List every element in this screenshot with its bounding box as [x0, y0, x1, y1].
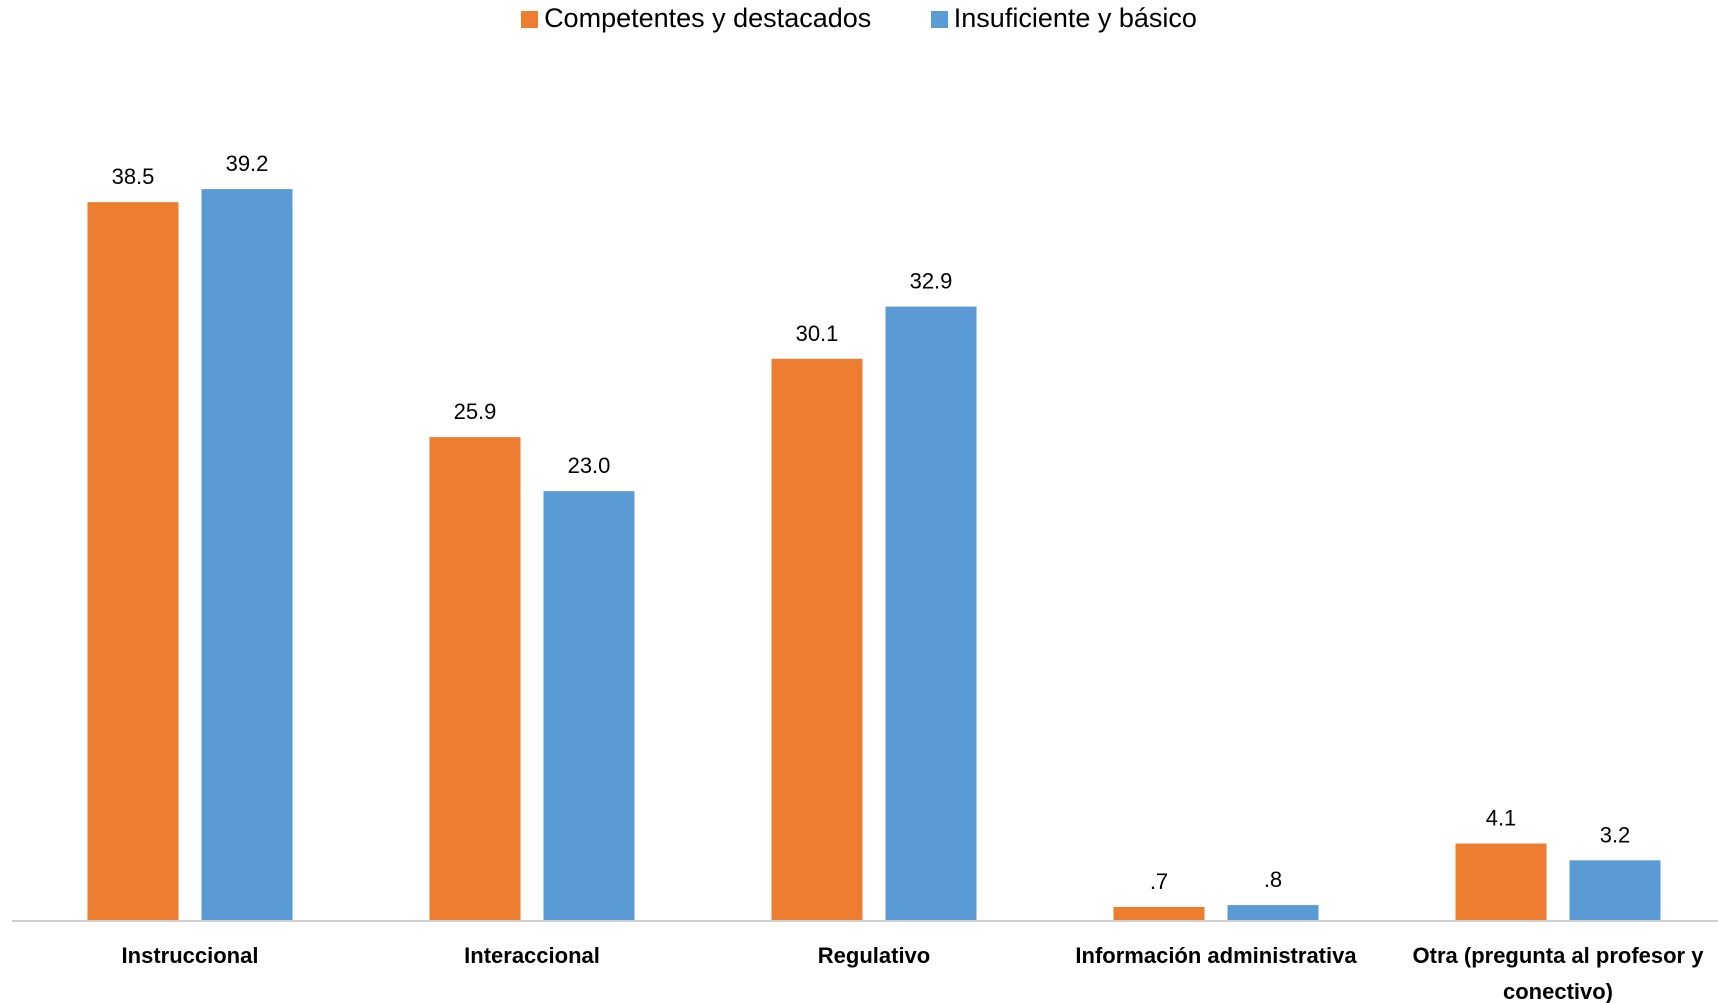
category-label-0: Instruccional: [122, 943, 259, 968]
bar-insuficiente-3[interactable]: [1227, 905, 1319, 920]
legend-item-competentes[interactable]: Competentes y destacados: [521, 3, 871, 34]
bar-insuficiente-2[interactable]: [885, 306, 977, 921]
data-label-insuficiente-3: .8: [1264, 867, 1282, 892]
legend-label-insuficiente: Insuficiente y básico: [953, 3, 1197, 34]
data-label-insuficiente-4: 3.2: [1600, 822, 1631, 847]
bar-insuficiente-0[interactable]: [201, 189, 293, 921]
bar-competentes-1[interactable]: [429, 437, 521, 920]
legend-swatch-insuficiente: [930, 11, 948, 29]
data-label-competentes-2: 30.1: [796, 321, 839, 346]
data-label-insuficiente-2: 32.9: [910, 269, 953, 294]
bar-competentes-2[interactable]: [771, 358, 863, 920]
data-label-competentes-4: 4.1: [1486, 806, 1517, 831]
bar-competentes-0[interactable]: [87, 202, 179, 921]
legend-item-insuficiente[interactable]: Insuficiente y básico: [930, 3, 1197, 34]
bar-competentes-4[interactable]: [1455, 843, 1547, 920]
legend-swatch-competentes: [521, 11, 539, 29]
category-label-2: Regulativo: [818, 943, 930, 968]
data-label-insuficiente-1: 23.0: [568, 453, 611, 478]
data-label-competentes-1: 25.9: [454, 399, 497, 424]
data-label-competentes-0: 38.5: [112, 164, 155, 189]
category-label-1: Interaccional: [464, 943, 600, 968]
data-label-competentes-3: .7: [1150, 869, 1168, 894]
bar-insuficiente-4[interactable]: [1569, 860, 1661, 920]
data-label-insuficiente-0: 39.2: [226, 151, 269, 176]
bar-competentes-3[interactable]: [1113, 906, 1205, 920]
category-label-4-line-0: Otra (pregunta al profesor y: [1413, 943, 1705, 968]
legend-label-competentes: Competentes y destacados: [544, 3, 872, 34]
category-label-4-line-1: conectivo): [1503, 979, 1613, 1003]
category-label-3: Información administrativa: [1075, 943, 1357, 968]
chart-legend: Competentes y destacados Insuficiente y …: [0, 2, 1718, 34]
bar-insuficiente-1[interactable]: [543, 491, 635, 920]
